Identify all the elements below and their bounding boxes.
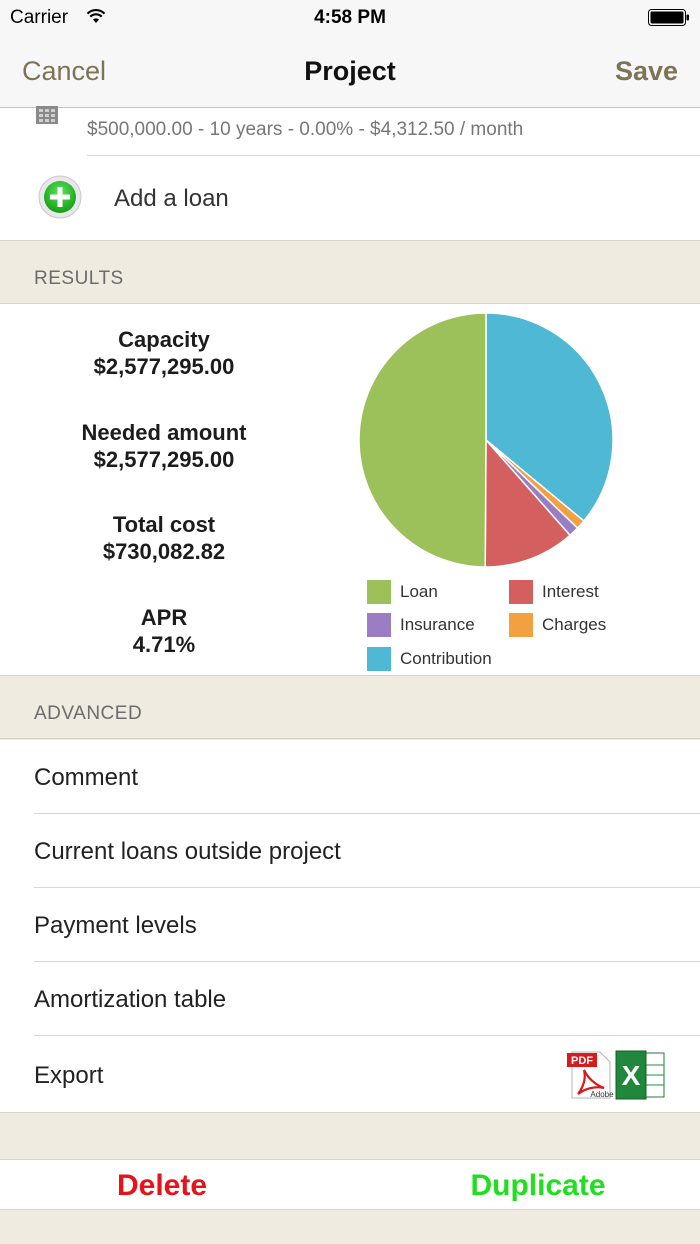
adobe-label: Adobe (590, 1090, 614, 1099)
payment-levels-row[interactable]: Payment levels (0, 888, 700, 962)
divider (34, 813, 700, 814)
apr-stat: APR 4.71% (14, 604, 314, 658)
stat-value: $730,082.82 (102, 539, 226, 564)
save-button[interactable]: Save (614, 56, 678, 86)
advanced-section-header: ADVANCED (0, 675, 700, 739)
stat-value: 4.71% (132, 632, 196, 657)
legend-label: Insurance (400, 615, 475, 634)
stat-label: APR (140, 605, 188, 630)
divider (34, 887, 700, 888)
amortization-table-row[interactable]: Amortization table (0, 962, 700, 1036)
advanced-list: Comment Current loans outside project Pa… (0, 740, 700, 1112)
navigation-bar: Cancel Project Save (0, 36, 700, 108)
legend-swatch (367, 647, 391, 671)
delete-button[interactable]: Delete (116, 1169, 208, 1202)
stat-value: $2,577,295.00 (93, 354, 235, 379)
legend-swatch (509, 580, 533, 604)
capacity-stat: Capacity $2,577,295.00 (14, 326, 314, 380)
legend-label: Interest (542, 582, 599, 601)
battery-icon (648, 9, 689, 26)
carrier-label: Carrier (10, 7, 69, 28)
row-label: Amortization table (34, 986, 227, 1013)
add-icon (38, 175, 82, 219)
results-section-header: RESULTS (0, 240, 700, 304)
stat-label: Total cost (112, 512, 216, 537)
excel-label: X (622, 1060, 641, 1091)
cancel-button[interactable]: Cancel (22, 56, 107, 86)
legend-swatch (509, 613, 533, 637)
legend-label: Loan (400, 582, 438, 601)
legend-swatch (367, 580, 391, 604)
pdf-export-icon[interactable]: PDF Adobe (566, 1050, 614, 1100)
add-loan-row[interactable]: Add a loan (0, 156, 700, 240)
stat-value: $2,577,295.00 (93, 447, 235, 472)
needed-amount-stat: Needed amount $2,577,295.00 (14, 419, 314, 473)
row-label: Payment levels (34, 912, 197, 939)
stat-label: Needed amount (81, 420, 247, 445)
loan-detail: $500,000.00 - 10 years - 0.00% - $4,312.… (87, 119, 524, 140)
current-loans-row[interactable]: Current loans outside project (0, 814, 700, 888)
pie-slice-loan (358, 312, 487, 568)
total-cost-stat: Total cost $730,082.82 (14, 511, 314, 565)
results-header-label: RESULTS (34, 268, 124, 289)
calculator-icon (36, 106, 58, 124)
action-bar: Delete Duplicate (0, 1159, 700, 1210)
divider (34, 1035, 700, 1036)
divider (87, 155, 700, 156)
pie-slice-contribution (485, 312, 614, 523)
pie-slice-interest (484, 438, 572, 568)
advanced-header-label: ADVANCED (34, 703, 143, 724)
clock: 4:58 PM (314, 7, 386, 28)
add-loan-label: Add a loan (114, 185, 229, 212)
comment-row[interactable]: Comment (0, 740, 700, 814)
loan-list-item[interactable]: $500,000.00 - 10 years - 0.00% - $4,312.… (0, 106, 700, 156)
row-label: Current loans outside project (34, 838, 341, 865)
row-label: Export (34, 1062, 104, 1089)
legend-label: Contribution (400, 649, 492, 668)
page-title: Project (304, 56, 396, 86)
status-bar: Carrier 4:58 PM (0, 0, 700, 36)
export-row[interactable]: Export PDF Adobe X (0, 1038, 700, 1112)
legend-label: Charges (542, 615, 607, 634)
pdf-label: PDF (571, 1055, 593, 1067)
wifi-icon (86, 9, 106, 23)
results-panel: Capacity $2,577,295.00 Needed amount $2,… (0, 304, 700, 675)
duplicate-button[interactable]: Duplicate (470, 1169, 606, 1202)
divider (34, 961, 700, 962)
row-label: Comment (34, 764, 139, 791)
stat-label: Capacity (118, 327, 210, 352)
excel-export-icon[interactable]: X (614, 1049, 666, 1101)
legend-swatch (367, 613, 391, 637)
results-pie-chart (358, 312, 614, 568)
